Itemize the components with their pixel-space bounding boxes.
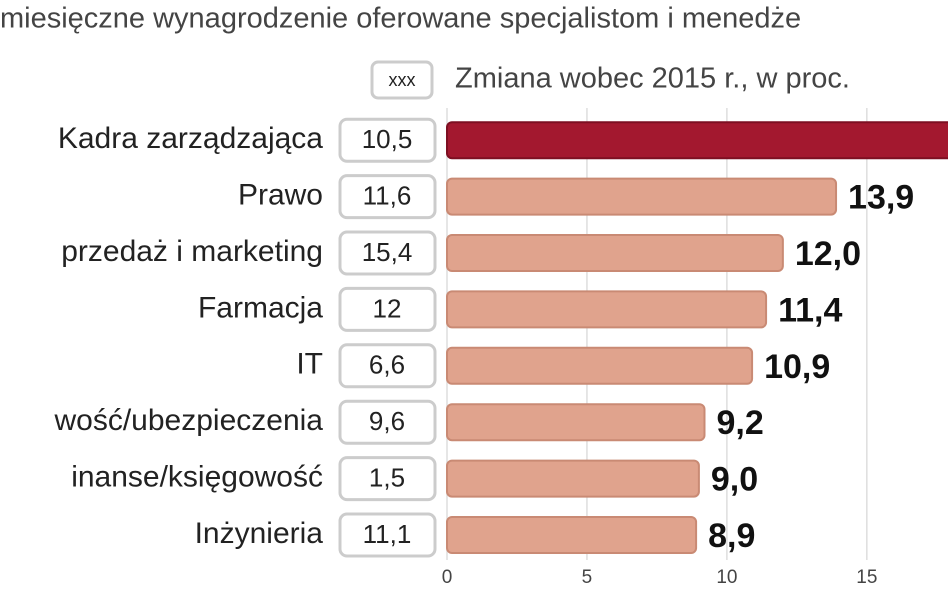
change-box	[338, 456, 437, 502]
bar	[446, 516, 698, 554]
bar	[446, 459, 700, 498]
category-label: Farmacja	[198, 291, 323, 324]
x-tick-label: 10	[716, 567, 737, 588]
change-label: 11,6	[363, 180, 412, 210]
change-box	[338, 343, 437, 389]
x-tick-label: 0	[442, 567, 453, 588]
category-label: przedaż i marketing	[61, 235, 323, 268]
bar	[446, 346, 754, 385]
change-box	[338, 117, 437, 163]
category-label: wość/ubezpieczenia	[54, 404, 324, 437]
change-box	[338, 174, 437, 220]
change-label: 12	[373, 293, 402, 323]
bar	[446, 177, 838, 216]
change-box	[338, 286, 437, 332]
change-box	[338, 512, 437, 558]
legend-box	[370, 60, 434, 100]
change-label: 9,6	[369, 406, 405, 436]
category-label: Kadra zarządzająca	[58, 122, 323, 155]
x-tick-label: 5	[582, 567, 593, 588]
x-tick-label: 15	[856, 567, 877, 588]
category-label: Prawo	[238, 179, 323, 212]
bar	[446, 403, 706, 442]
value-label: 11,4	[778, 291, 842, 329]
value-label: 8,9	[708, 517, 755, 555]
category-label: Inżynieria	[195, 517, 324, 550]
change-box	[338, 230, 437, 276]
change-label: 10,5	[362, 124, 413, 154]
change-label: 11,1	[363, 519, 412, 549]
change-label: 1,5	[369, 462, 405, 492]
value-label: 12,0	[795, 235, 861, 273]
category-label: IT	[296, 348, 323, 381]
value-label: 9,2	[716, 404, 763, 442]
change-label: 6,6	[369, 350, 405, 380]
value-label: 13,9	[848, 179, 914, 217]
bar	[446, 290, 768, 329]
bar	[446, 234, 784, 272]
bar	[446, 121, 948, 160]
legend-box-label: xxx	[389, 70, 416, 90]
category-label: inanse/księgowość	[71, 461, 323, 494]
legend-text: Zmiana wobec 2015 r., w proc.	[455, 63, 850, 95]
change-box	[338, 399, 437, 445]
value-label: 9,0	[711, 461, 758, 499]
value-label: 10,9	[764, 348, 830, 386]
chart-title: miesięczne wynagrodzenie oferowane specj…	[0, 3, 801, 35]
change-label: 15,4	[362, 237, 413, 267]
